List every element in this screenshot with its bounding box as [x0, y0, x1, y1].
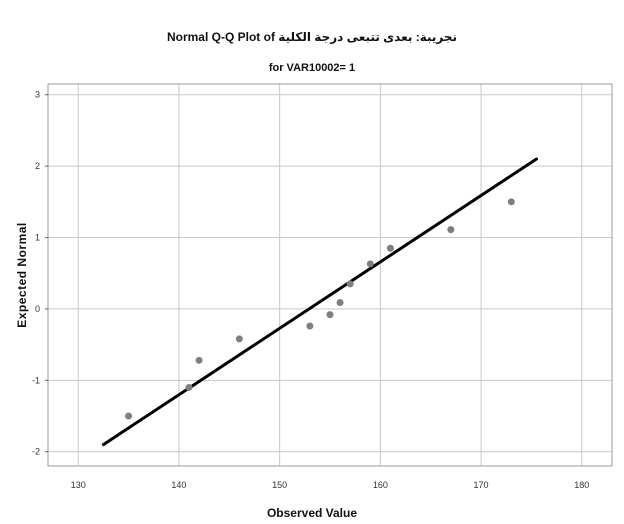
plot-frame: [47, 83, 613, 467]
data-point: [125, 412, 133, 420]
y-tick-label: -2: [32, 447, 40, 457]
data-point: [366, 260, 374, 268]
data-point: [507, 198, 515, 206]
y-axis-label: Expected Normal: [15, 222, 29, 328]
x-tick-label: 170: [474, 480, 489, 490]
x-tick-label: 140: [171, 480, 186, 490]
data-point: [447, 226, 455, 234]
y-tick-label: 1: [35, 233, 40, 243]
data-point: [386, 244, 394, 252]
y-tick-label: 2: [35, 161, 40, 171]
data-point: [195, 356, 203, 364]
x-tick-label: 180: [574, 480, 589, 490]
data-point: [346, 280, 354, 288]
data-point: [336, 298, 344, 306]
x-axis-label: Observed Value: [266, 506, 358, 520]
data-point: [185, 383, 193, 391]
chart-subtitle: for VAR10002= 1: [268, 62, 356, 74]
x-tick-label: 150: [272, 480, 287, 490]
y-tick-label: -1: [32, 375, 40, 385]
data-point: [235, 335, 243, 343]
x-tick-label: 130: [71, 480, 86, 490]
chart-title: Normal Q-Q Plot of نجريبة: بعدى تتبعى در…: [166, 30, 458, 44]
y-tick-label: 3: [35, 90, 40, 100]
x-tick-label: 160: [373, 480, 388, 490]
reference-line: [101, 157, 538, 447]
y-tick-label: 0: [35, 304, 40, 314]
data-point: [306, 322, 314, 330]
data-point: [326, 311, 334, 319]
